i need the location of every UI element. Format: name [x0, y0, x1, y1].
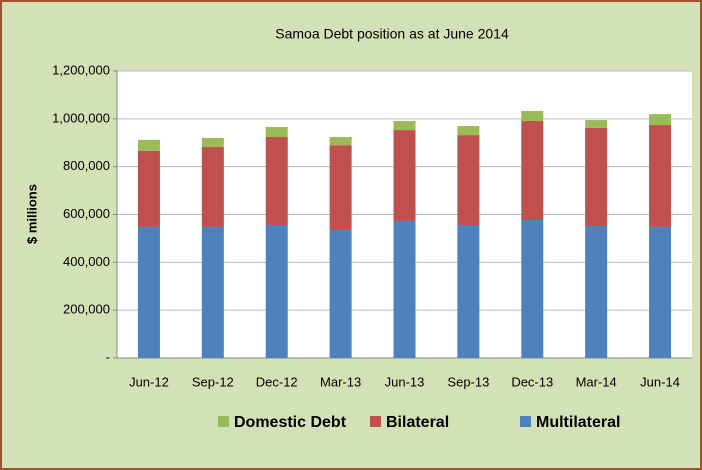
bar-segment [201, 147, 224, 227]
bar-segment [457, 135, 480, 226]
y-tick-label: 200,000 [63, 302, 110, 317]
bar-segment [329, 137, 352, 146]
y-tick-label: 400,000 [63, 254, 110, 269]
bar-segment [329, 145, 352, 231]
x-tick-label: Mar-14 [576, 374, 617, 389]
legend-swatch [520, 416, 531, 427]
bar-segment [201, 226, 224, 358]
x-tick-label: Dec-13 [511, 374, 553, 389]
legend-label: Domestic Debt [234, 414, 347, 431]
chart-title: Samoa Debt position as at June 2014 [275, 26, 509, 42]
bar-segment [649, 114, 672, 126]
bar-segment [457, 225, 480, 358]
x-tick-label: Mar-13 [320, 374, 361, 389]
x-tick-label: Jun-14 [640, 374, 680, 389]
y-tick-label: 800,000 [63, 158, 110, 173]
bar-segment [137, 139, 160, 151]
bar-segment [265, 225, 288, 358]
bar-segment [585, 225, 608, 358]
bar-segment [201, 137, 224, 148]
bar-segment [265, 137, 288, 226]
bar-segment [649, 226, 672, 358]
x-tick-label: Jun-13 [385, 374, 425, 389]
bar-segment [393, 120, 416, 131]
y-tick-label: 600,000 [63, 206, 110, 221]
x-tick-label: Jun-12 [129, 374, 169, 389]
bar-segment [521, 220, 544, 358]
x-tick-label: Sep-13 [447, 374, 489, 389]
bar-segment [137, 226, 160, 358]
legend-swatch [218, 416, 229, 427]
bar-segment [521, 120, 544, 221]
y-tick-label: 1,000,000 [52, 110, 110, 125]
bar-segment [521, 110, 544, 121]
bar-segment [137, 150, 160, 227]
y-tick-label: - [106, 349, 110, 364]
bar-segment [393, 130, 416, 221]
bar-segment [329, 230, 352, 358]
bar-segment [457, 126, 480, 136]
bar-segment [265, 126, 288, 138]
x-tick-label: Sep-12 [192, 374, 234, 389]
legend-label: Multilateral [536, 414, 620, 431]
bar-segment [649, 125, 672, 227]
legend-swatch [370, 416, 381, 427]
y-tick-label: 1,200,000 [52, 62, 110, 77]
bar-segment [585, 127, 608, 226]
bar-segment [585, 120, 608, 128]
y-axis-label: $ millions [24, 184, 39, 244]
x-tick-label: Dec-12 [256, 374, 298, 389]
bar-segment [393, 220, 416, 358]
legend-label: Bilateral [386, 414, 449, 431]
